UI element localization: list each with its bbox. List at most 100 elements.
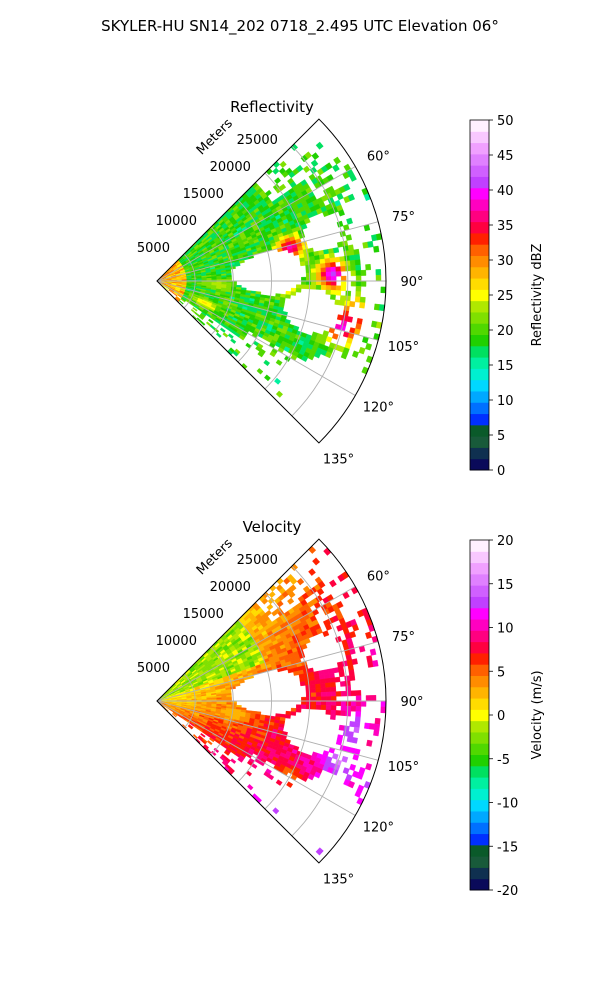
field-cell [303, 217, 311, 225]
field-cell [345, 290, 352, 297]
field-cell [310, 268, 317, 274]
range-axis-label: Meters [194, 116, 236, 158]
field-cell [305, 264, 312, 270]
field-cell [192, 307, 198, 312]
field-cell [365, 762, 373, 771]
field-cell [325, 705, 332, 711]
field-cell [347, 244, 354, 251]
field-cell [345, 690, 352, 697]
field-cell [319, 674, 326, 680]
field-cell [310, 688, 317, 694]
field-cell [374, 717, 381, 725]
field-cell [227, 333, 234, 339]
field-cell [355, 264, 362, 271]
range-tick-label: 10000 [156, 214, 197, 229]
field-cell [315, 847, 324, 856]
azimuth-tick-label: 60° [367, 570, 390, 585]
field-cell [354, 296, 361, 303]
field-cell [178, 300, 184, 305]
field-cell [319, 254, 326, 260]
field-cell [256, 368, 264, 375]
field-cell [325, 709, 332, 715]
field-cell [373, 723, 381, 731]
field-cell [340, 710, 347, 717]
colorbar-swatch [470, 131, 489, 144]
field-cell [219, 327, 226, 333]
field-cell [315, 267, 322, 273]
colorbar-tick-label: -15 [497, 840, 518, 855]
colorbar-label: Velocity (m/s) [530, 670, 545, 759]
colorbar-label: Reflectivity dBZ [530, 244, 545, 347]
field-cell [328, 252, 335, 259]
field-cell [320, 271, 327, 277]
field-cell [367, 240, 374, 248]
colorbar-swatch [470, 368, 489, 381]
field-cell [326, 696, 332, 702]
azimuth-tick-label: 90° [400, 695, 423, 710]
field-cell [323, 253, 330, 260]
field-cell [330, 262, 336, 268]
field-cell [293, 250, 300, 256]
field-cell [354, 721, 361, 728]
field-cell [332, 164, 340, 173]
field-cell [311, 280, 317, 286]
field-cell [325, 271, 332, 277]
field-cell [330, 714, 336, 720]
field-cell [339, 300, 346, 306]
field-cell [366, 655, 373, 663]
colorbar-swatch [470, 232, 489, 245]
colorbar-swatch [470, 743, 489, 756]
colorbar-swatch [470, 436, 489, 448]
field-cell [338, 671, 345, 678]
field-cell [246, 783, 254, 791]
field-cell [315, 272, 322, 278]
azimuth-tick-label: 60° [367, 150, 390, 165]
field-cell [375, 274, 382, 282]
field-cell [308, 545, 317, 554]
field-cell [226, 696, 232, 700]
field-cell [375, 269, 382, 276]
field-cell [285, 714, 291, 719]
field-cell [276, 577, 284, 585]
colorbar-swatch [470, 357, 489, 369]
colorbar-swatch [470, 833, 489, 846]
field-cell [309, 259, 316, 266]
field-cell [351, 658, 358, 665]
colorbar-tick-label: 15 [497, 578, 514, 593]
field-cell [347, 193, 356, 202]
field-cell [330, 276, 337, 282]
colorbar-tick-label: 5 [497, 665, 505, 680]
field-cell [320, 285, 327, 291]
colorbar-swatch [470, 221, 489, 234]
colorbar-tick-label: 10 [497, 394, 514, 409]
field-cell [351, 737, 358, 744]
colorbar-swatch [470, 788, 489, 801]
colorbar-swatch [470, 142, 489, 155]
colorbar-swatch [470, 424, 489, 437]
field-cell [239, 259, 245, 264]
field-cell [325, 267, 332, 273]
field-cell [295, 704, 302, 709]
field-cell [335, 271, 342, 277]
field-cell [369, 723, 376, 730]
colorbar-swatch [470, 709, 489, 722]
field-cell [344, 260, 351, 267]
field-cell [380, 286, 387, 294]
field-cell [215, 332, 222, 338]
field-cell [340, 280, 347, 287]
field-cell [311, 152, 320, 161]
colorbar-tick-label: 0 [497, 709, 505, 724]
field-cell [299, 681, 306, 687]
range-tick-label: 20000 [210, 160, 251, 175]
range-tick-label: 25000 [237, 553, 278, 568]
field-cell [343, 250, 350, 257]
field-cell [315, 687, 322, 693]
field-cell [349, 173, 357, 182]
colorbar-swatch [470, 278, 489, 290]
field-cell [295, 288, 302, 293]
field-cell [301, 280, 307, 286]
reflectivity-title: Reflectivity [230, 98, 314, 116]
field-cell [315, 704, 322, 710]
field-cell [319, 678, 326, 685]
field-cell [230, 338, 237, 344]
